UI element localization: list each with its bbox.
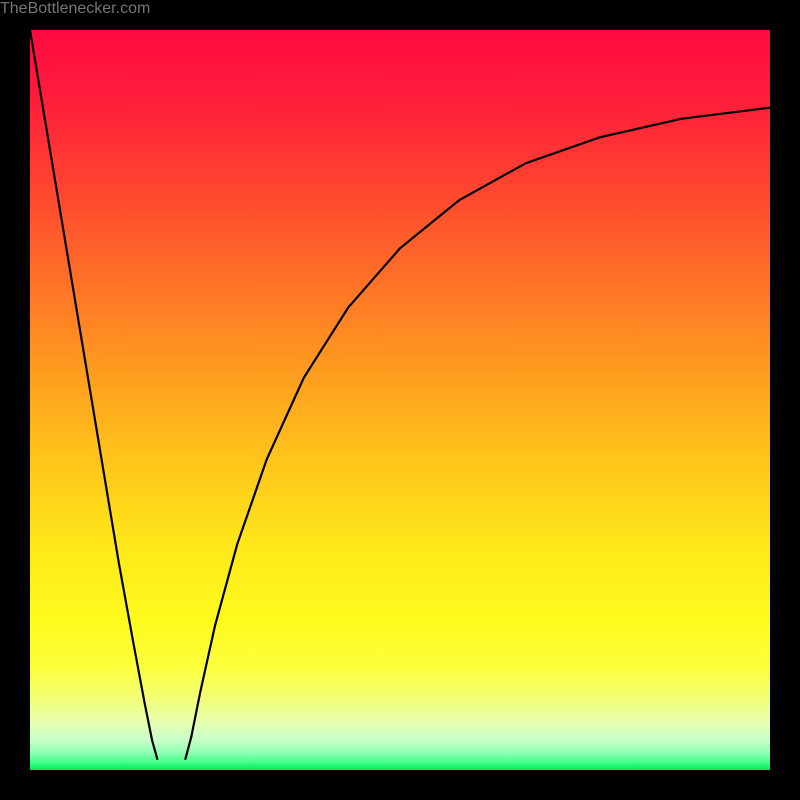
bottleneck-plot	[30, 30, 770, 770]
watermark-text: TheBottlenecker.com	[0, 0, 150, 18]
gradient-background	[30, 30, 770, 770]
plot-svg	[30, 30, 770, 770]
